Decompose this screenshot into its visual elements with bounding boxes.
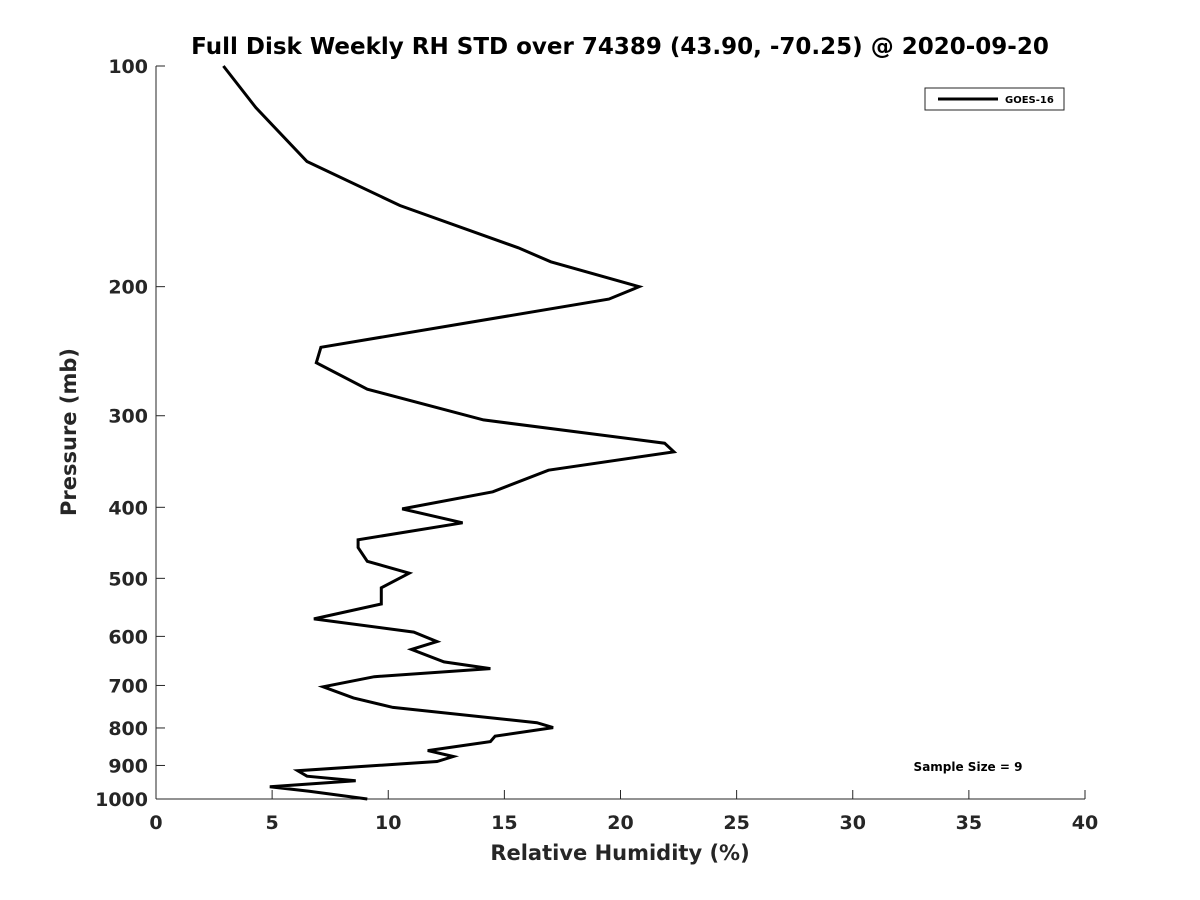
y-tick-label: 900 [108, 755, 148, 777]
y-tick-label: 100 [108, 56, 148, 78]
x-tick-label: 25 [723, 812, 749, 834]
y-tick-label: 700 [108, 675, 148, 697]
x-ticks: 0 5 10 15 20 25 30 35 40 [149, 790, 1098, 834]
x-tick-label: 10 [375, 812, 401, 834]
legend: GOES-16 [924, 87, 1065, 111]
series-line-goes-16 [222, 65, 678, 801]
sample-size-annotation: Sample Size = 9 [914, 760, 1023, 774]
y-tick-label: 400 [108, 497, 148, 519]
y-tick-label: 200 [108, 277, 148, 299]
x-tick-label: 40 [1072, 812, 1098, 834]
x-tick-label: 30 [840, 812, 866, 834]
x-tick-label: 20 [607, 812, 633, 834]
legend-entry-goes-16: GOES-16 [1005, 95, 1054, 106]
chart-title: Full Disk Weekly RH STD over 74389 (43.9… [191, 34, 1049, 60]
x-axis-label: Relative Humidity (%) [490, 841, 749, 865]
y-tick-label: 1000 [95, 789, 148, 811]
y-tick-label: 500 [108, 568, 148, 590]
y-axis-label: Pressure (mb) [57, 348, 81, 516]
y-tick-label: 300 [108, 406, 148, 428]
x-tick-label: 0 [149, 812, 162, 834]
x-tick-label: 15 [491, 812, 517, 834]
y-tick-label: 800 [108, 718, 148, 740]
x-tick-label: 5 [266, 812, 279, 834]
series-layer [222, 65, 678, 801]
y-ticks: 100 200 300 400 500 600 700 800 900 1000 [95, 56, 165, 811]
y-tick-label: 600 [108, 626, 148, 648]
x-tick-label: 35 [956, 812, 982, 834]
